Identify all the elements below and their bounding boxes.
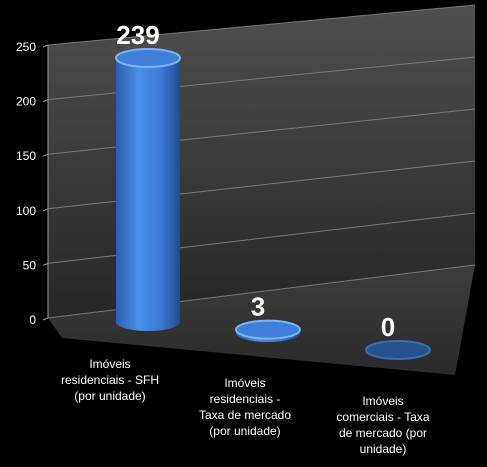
bar-top [235,319,301,340]
y-tick-label: 250 [16,40,36,54]
y-tick-mark [42,262,49,266]
y-tick-label: 200 [16,95,36,109]
y-tick-mark [42,99,49,103]
y-tick-label: 100 [16,204,36,218]
y-tick-mark [42,44,49,48]
bar [365,340,431,360]
bar [115,48,181,331]
y-tick-label: 150 [16,149,36,163]
bar [235,319,301,342]
bar-top [365,340,431,360]
y-tick-mark [42,317,49,321]
x-category-label: Imóveis residenciais -Taxa de mercado (por… [199,376,291,438]
y-tick-mark [42,208,49,212]
data-label: 0 [381,312,395,342]
x-category-label: Imóveis comerciais - Taxa de mercado (por u… [336,394,429,456]
x-category-label: Imóveis residenciais - SFH (por unidade) [61,357,159,403]
gridline [47,4,476,46]
x-axis-labels: Imóveis residenciais - SFH (por unidade) Im… [61,357,430,456]
back-wall [48,5,475,318]
data-label: 3 [251,292,265,322]
data-labels: 239 3 0 [116,20,395,342]
bar-top [115,48,181,68]
y-tick-label: 50 [23,258,37,272]
y-axis-ticks: 0 50 100 150 200 250 [16,40,49,327]
bars [115,48,431,360]
y-tick-label: 0 [29,313,36,327]
bar-body [116,58,180,331]
y-tick-mark [42,153,49,157]
data-label: 239 [116,20,159,50]
